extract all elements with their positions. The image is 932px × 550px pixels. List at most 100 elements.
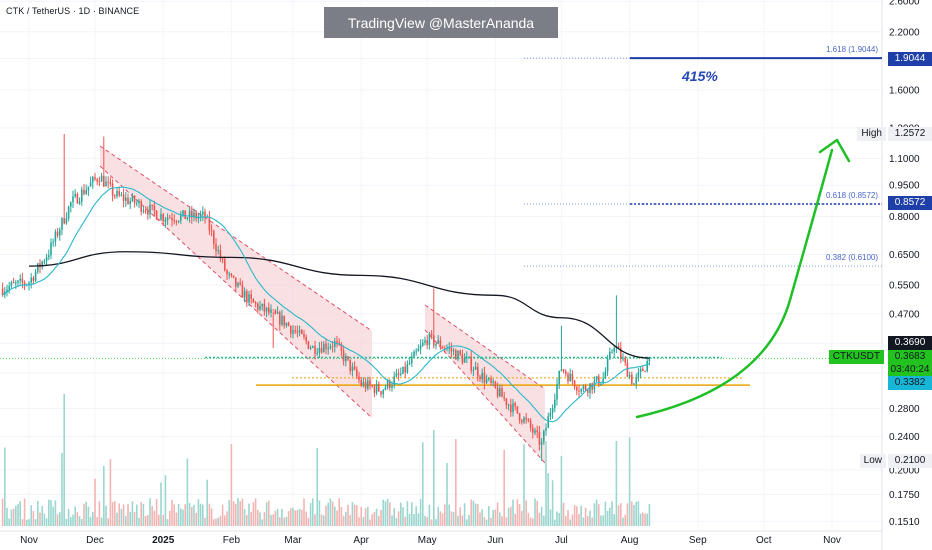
candle-body	[70, 202, 72, 207]
candle-body	[63, 217, 65, 224]
volume-bar	[450, 511, 453, 526]
volume-bar	[635, 501, 637, 526]
volume-bar	[54, 500, 57, 526]
candle-body	[111, 183, 114, 196]
candle-body	[204, 211, 206, 218]
candle-body	[516, 406, 519, 414]
volume-bar	[371, 514, 373, 526]
candle-body	[483, 372, 486, 383]
candle-body	[166, 217, 169, 220]
volume-bar	[349, 515, 351, 526]
candle-body	[353, 366, 356, 370]
candle-body	[83, 189, 85, 195]
volume-bar	[173, 504, 175, 526]
candles-group	[1, 134, 651, 461]
candle-body	[514, 403, 516, 407]
volume-bar	[274, 510, 277, 526]
candle-body	[296, 331, 299, 333]
volume-bar	[353, 504, 356, 526]
volume-bar	[571, 514, 574, 526]
candle-body	[131, 196, 134, 201]
time-tick-label: Jul	[555, 535, 568, 546]
volume-bar	[595, 499, 598, 526]
candle-body	[314, 346, 316, 354]
volume-bar	[373, 511, 376, 526]
candle-body	[290, 326, 292, 334]
candle-body	[257, 303, 259, 310]
volume-bar	[613, 513, 615, 526]
volume-bar	[83, 503, 85, 526]
price-tick-label: 1.1000	[889, 154, 920, 165]
volume-bar	[591, 517, 593, 526]
volume-bar	[208, 503, 211, 526]
volume-bar	[408, 513, 411, 526]
candle-body	[285, 322, 288, 326]
volume-bar	[252, 502, 255, 526]
volume-bar	[294, 510, 296, 526]
candle-body	[562, 369, 565, 372]
candle-body	[94, 177, 96, 180]
price-tick-label: 0.1750	[889, 490, 920, 501]
candle-body	[85, 190, 87, 195]
candle-body	[523, 417, 525, 423]
candle-body	[485, 379, 488, 383]
volume-bar	[565, 516, 567, 526]
candle-body	[65, 218, 68, 224]
volume-bar	[356, 505, 358, 526]
volume-bar	[543, 515, 545, 526]
candle-body	[235, 277, 237, 287]
volume-bar	[155, 498, 158, 526]
candle-body	[534, 430, 536, 433]
volume-bar	[514, 513, 516, 526]
candle-body	[584, 386, 587, 391]
high-label: High	[857, 127, 886, 141]
candle-body	[263, 303, 266, 312]
candle-body	[195, 212, 197, 219]
volume-bar	[576, 506, 578, 526]
candle-body	[439, 340, 442, 348]
volume-bar	[224, 515, 226, 526]
candle-body	[45, 257, 48, 262]
candle-body	[639, 368, 642, 373]
volume-bar	[1, 498, 4, 526]
price-tag-fib-0618: 0.8572	[888, 196, 932, 210]
candle-body	[59, 229, 61, 236]
volume-bar	[151, 506, 153, 526]
volume-bar	[32, 510, 35, 526]
candle-body	[175, 221, 178, 223]
volume-bar	[463, 503, 466, 526]
candle-body	[452, 350, 455, 352]
volume-bar	[103, 466, 105, 526]
candle-body	[193, 212, 195, 218]
candle-body	[582, 386, 585, 390]
candle-body	[338, 342, 340, 345]
volume-bar	[276, 508, 279, 526]
volume-bar	[400, 502, 402, 526]
volume-bar	[153, 510, 156, 526]
volume-bar	[347, 504, 349, 526]
candle-body	[52, 241, 54, 243]
candle-body	[122, 194, 125, 201]
volume-bar	[129, 511, 131, 526]
candle-body	[316, 352, 318, 354]
volume-bar	[584, 507, 587, 526]
candle-body	[23, 282, 26, 285]
candle-body	[19, 278, 21, 281]
volume-bar	[470, 499, 472, 526]
time-tick-label: Oct	[756, 535, 772, 546]
volume-bar	[558, 513, 560, 526]
candle-body	[494, 381, 497, 388]
volume-bar	[285, 516, 288, 526]
candle-body	[309, 347, 312, 349]
volume-bar	[78, 516, 81, 526]
price-tick-label: 0.2000	[889, 465, 920, 476]
volume-bar	[246, 514, 248, 526]
volume-bar	[503, 449, 505, 526]
volume-bar	[325, 505, 327, 526]
candle-body	[626, 362, 629, 377]
candle-body	[151, 204, 153, 206]
candle-body	[364, 382, 367, 389]
candle-body	[437, 340, 439, 344]
volume-bar	[213, 519, 215, 526]
